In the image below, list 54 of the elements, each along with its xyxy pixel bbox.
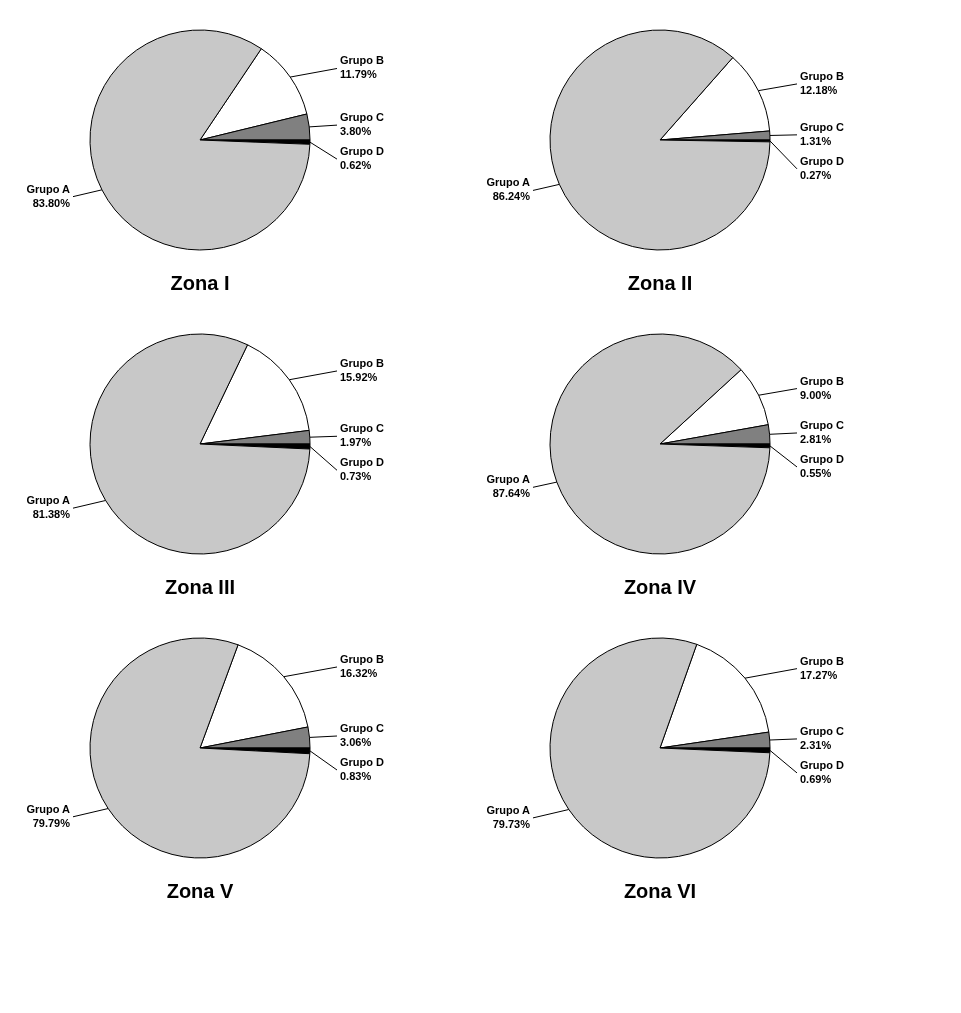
slice-label: Grupo A xyxy=(486,473,531,486)
data-label: 0.73% xyxy=(340,470,372,483)
data-label: 11.79% xyxy=(340,68,377,81)
data-label: 1.97% xyxy=(340,436,372,449)
text: Zona VI xyxy=(623,880,697,902)
data-label: 3.06% xyxy=(340,736,372,748)
data-label: 79.79% xyxy=(32,816,71,829)
data-label: 3.80% xyxy=(340,125,372,138)
data-label: 0.27% xyxy=(800,168,832,181)
slice-label: Grupo D xyxy=(800,452,845,465)
slice-label: Grupo A xyxy=(486,176,531,189)
data-label: 0.83% xyxy=(340,770,372,782)
data-label: 0.55% xyxy=(800,466,832,479)
slice-label: Grupo B xyxy=(800,654,845,667)
data-label: 0.62% xyxy=(340,159,372,172)
slice-label: Grupo A xyxy=(26,182,71,195)
text: Zona V xyxy=(166,880,234,902)
data-label: 15.92% xyxy=(340,370,378,383)
data-label: 17.27% xyxy=(800,668,838,681)
data-label: 83.80% xyxy=(32,196,71,209)
slice-label: Grupo D xyxy=(340,145,385,158)
data-label: 2.31% xyxy=(800,738,832,751)
slice-label: Grupo A xyxy=(486,803,531,816)
data-label: 2.81% xyxy=(800,432,832,445)
slice-label: Grupo D xyxy=(800,758,845,771)
data-label: 81.38% xyxy=(32,508,71,521)
text: Zona III xyxy=(165,576,235,598)
data-label: 9.00% xyxy=(800,388,832,401)
slice-label: Grupo C xyxy=(800,724,845,737)
slice-label: Grupo C xyxy=(340,422,385,435)
slice-label: Grupo B xyxy=(340,356,385,369)
slice-label: Grupo B xyxy=(800,69,845,82)
data-label: 87.64% xyxy=(492,487,531,500)
slice-label: Grupo C xyxy=(800,418,845,431)
text: Zona II xyxy=(627,272,693,294)
slice-label: Grupo C xyxy=(800,120,845,133)
text: Zona I xyxy=(170,272,230,294)
slice-label: Grupo A xyxy=(26,494,71,507)
data-label: 12.18% xyxy=(800,83,838,96)
slice-label: Grupo B xyxy=(340,653,385,665)
slice-label: Grupo D xyxy=(340,456,385,469)
data-label: 86.24% xyxy=(492,190,531,203)
data-label: 16.32% xyxy=(340,667,378,679)
data-label: 0.69% xyxy=(800,772,832,785)
slice-label: Grupo C xyxy=(340,111,385,124)
slice-label: Grupo A xyxy=(26,802,71,815)
slice-label: Grupo C xyxy=(340,722,385,734)
data-label: 1.31% xyxy=(800,134,832,147)
data-label: 79.73% xyxy=(492,817,531,830)
slice-label: Grupo B xyxy=(800,374,845,387)
slice-label: Grupo D xyxy=(340,756,385,768)
text: Zona IV xyxy=(623,576,697,598)
slice-label: Grupo B xyxy=(340,54,385,67)
slice-label: Grupo D xyxy=(800,154,845,167)
